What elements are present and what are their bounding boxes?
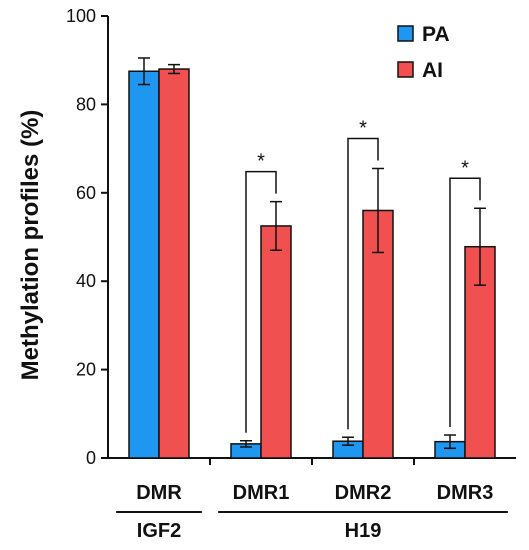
significance-star: * xyxy=(257,151,265,173)
category-label-dmr: DMR xyxy=(136,482,182,504)
y-axis-label: Methylation profiles (%) xyxy=(17,110,44,381)
bar-ai-dmr xyxy=(158,68,190,459)
category-labels: DMR DMR1 DMR2 DMR3 IGF2 H19 xyxy=(116,482,508,542)
significance-star: * xyxy=(461,157,469,179)
bar-pa-dmr xyxy=(128,70,160,459)
y-tick-label: 100 xyxy=(66,6,96,26)
legend-label-ai: AI xyxy=(422,59,443,82)
significance-bracket xyxy=(245,170,277,433)
legend-swatch-ai xyxy=(397,61,414,78)
legend: PA AI xyxy=(397,23,450,82)
y-tick-label: 0 xyxy=(86,448,96,468)
y-tick-label: 80 xyxy=(76,94,96,114)
y-tick-label: 60 xyxy=(76,183,96,203)
y-tick-label: 40 xyxy=(76,271,96,291)
group-label-h19: H19 xyxy=(345,520,382,542)
bars: * * * xyxy=(128,57,496,459)
significance-bracket xyxy=(347,137,379,430)
category-label-dmr2: DMR2 xyxy=(335,482,392,504)
bar-ai-dmr1 xyxy=(260,225,292,459)
y-tick-label: 20 xyxy=(76,360,96,380)
significance-bracket xyxy=(449,177,481,428)
legend-swatch-pa xyxy=(397,25,414,42)
group-label-igf2: IGF2 xyxy=(137,520,181,542)
category-label-dmr3: DMR3 xyxy=(437,482,494,504)
significance-star: * xyxy=(359,117,367,139)
category-label-dmr1: DMR1 xyxy=(233,482,290,504)
legend-label-pa: PA xyxy=(422,23,450,46)
